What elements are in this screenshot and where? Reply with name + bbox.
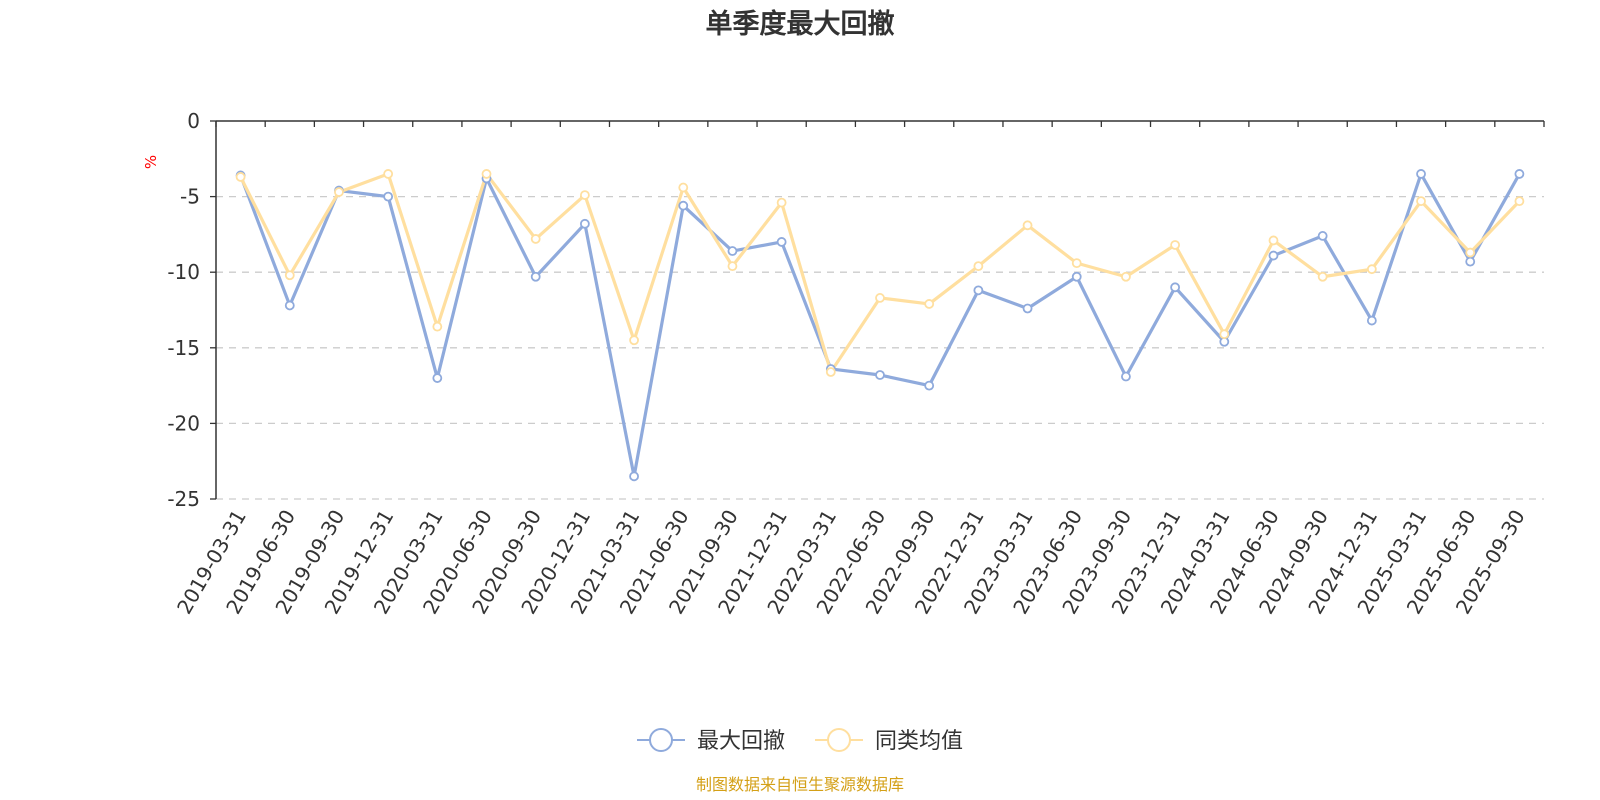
y-axis-unit: % — [142, 155, 160, 169]
series-1-point — [629, 471, 639, 482]
series-2-point — [678, 182, 689, 193]
series-2-point — [629, 335, 639, 346]
x-tick-labels: 2019-03-312019-06-302019-09-302019-12-31… — [172, 506, 1530, 619]
y-tick-label: -15 — [167, 336, 200, 360]
series-2-point — [1071, 258, 1082, 269]
series-1-point — [1465, 256, 1476, 267]
series-2-point — [235, 172, 246, 182]
series-group — [235, 169, 1525, 482]
y-tick-label: 0 — [187, 109, 200, 133]
series-2-point — [727, 261, 738, 272]
series-1-point — [1416, 169, 1426, 179]
legend-marker-1 — [649, 728, 673, 752]
y-tick-label: -25 — [167, 487, 200, 511]
series-2-point — [383, 169, 394, 179]
series-2-point — [1465, 247, 1476, 258]
chart-title: 单季度最大回撤 — [706, 8, 895, 40]
series-line-1 — [239, 172, 1521, 478]
y-tick-labels: 0 -5 -10 -15 -20 -25 — [167, 109, 200, 511]
series-1-point — [776, 237, 787, 247]
series-2-point — [481, 169, 492, 179]
series-1-point — [432, 373, 443, 383]
series-1-point — [530, 271, 541, 282]
y-tick-label: -10 — [167, 260, 200, 284]
series-2-point — [284, 270, 295, 281]
legend-marker-2 — [827, 728, 851, 752]
y-tick-label: -5 — [180, 185, 200, 209]
series-2-point — [875, 293, 885, 303]
series-1-point — [924, 380, 935, 391]
series-2-point — [825, 367, 836, 377]
series-1-point — [383, 191, 394, 202]
series-1-point — [973, 285, 984, 296]
series-1-point — [727, 246, 738, 256]
series-1-point — [678, 200, 689, 211]
series-2-point — [1514, 196, 1525, 207]
series-2-point — [1268, 235, 1279, 246]
legend-label-1: 最大回撤 — [697, 729, 785, 754]
series-2-point — [1022, 220, 1033, 231]
series-2-point — [579, 190, 590, 200]
legend-label-2: 同类均值 — [875, 729, 963, 754]
series-1-point — [1366, 315, 1377, 326]
series-1-point — [1071, 271, 1082, 282]
series-2-point — [1317, 271, 1328, 282]
series-1-point — [1121, 371, 1131, 382]
series-2-point — [432, 321, 443, 332]
series-2-point — [776, 197, 787, 208]
series-2-point — [1121, 271, 1131, 282]
series-1-point — [1170, 282, 1181, 293]
series-2-point — [334, 187, 344, 197]
series-line-2 — [239, 172, 1521, 374]
series-1-point — [1268, 250, 1279, 261]
series-1-point — [284, 300, 295, 311]
data-source-note: 制图数据来自恒生聚源数据库 — [696, 775, 904, 794]
legend[interactable]: 最大回撤 同类均值 — [637, 728, 963, 754]
series-2-point — [1170, 240, 1181, 250]
series-1-point — [875, 370, 885, 380]
series-2-point — [1366, 264, 1377, 275]
series-1-point — [1514, 169, 1525, 179]
series-2-point — [530, 234, 541, 244]
series-1-point — [1317, 231, 1328, 241]
axes — [210, 120, 1545, 500]
y-tick-label: -20 — [167, 411, 200, 435]
series-2-point — [1219, 329, 1230, 340]
series-1-point — [579, 218, 590, 229]
grid-lines — [216, 195, 1544, 500]
series-2-point — [924, 299, 935, 309]
series-1-point — [1022, 303, 1033, 314]
series-2-point — [973, 261, 984, 272]
series-2-point — [1416, 196, 1426, 207]
